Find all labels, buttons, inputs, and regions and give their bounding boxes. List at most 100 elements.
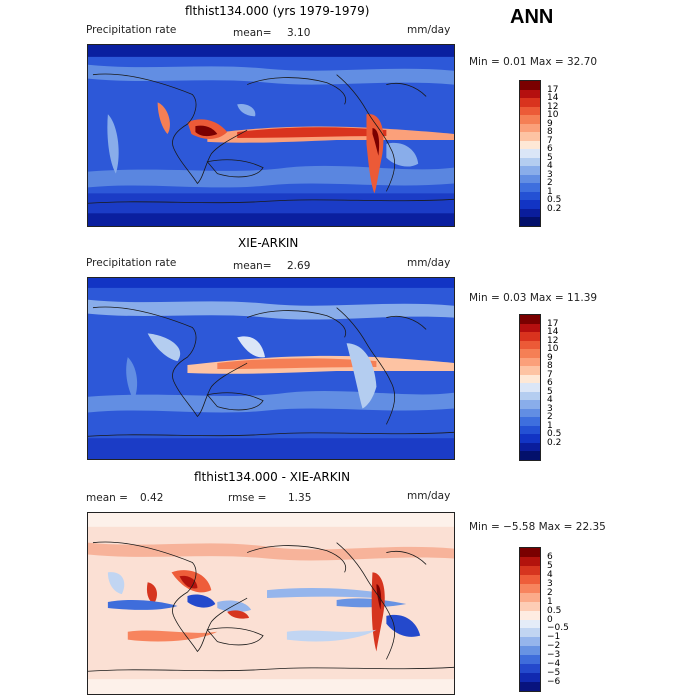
- panel-3-rmse-label: rmse =: [228, 492, 267, 504]
- colorbar-tick-label: 2: [547, 412, 553, 423]
- colorbar-swatch: [520, 425, 540, 435]
- panel-2-units: mm/day: [407, 257, 451, 269]
- panel-2-title: XIE-ARKIN: [238, 236, 299, 250]
- panel-1-mean-value: 3.10: [287, 27, 311, 39]
- colorbar-swatch: [520, 149, 540, 158]
- colorbar-swatch: [520, 157, 540, 167]
- colorbar-swatch: [520, 682, 540, 691]
- colorbar-swatch: [520, 115, 540, 124]
- colorbar-tick-label: 0.5: [547, 429, 562, 440]
- panel-2-min-max: Min = 0.03 Max = 11.39: [469, 292, 598, 304]
- panel-3-min-max: Min = −5.58 Max = 22.35: [469, 521, 606, 533]
- panel-1-variable: Precipitation rate: [86, 24, 177, 36]
- colorbar-tick-label: 9: [547, 352, 553, 363]
- panel-1-map: [87, 44, 455, 227]
- colorbar-swatch: [520, 434, 540, 443]
- colorbar-swatch: [520, 548, 540, 557]
- colorbar-swatch: [520, 357, 540, 367]
- colorbar-tick-label: 7: [547, 369, 553, 380]
- colorbar-swatch: [520, 451, 540, 460]
- colorbar-swatch: [520, 332, 540, 341]
- colorbar-swatch: [520, 556, 540, 566]
- panel-1-mean-label: mean=: [233, 27, 272, 39]
- colorbar-tick-label: 4: [547, 161, 553, 172]
- colorbar-tick-label: 0.2: [547, 437, 562, 448]
- colorbar-swatch: [520, 217, 540, 226]
- colorbar-tick-label: −4: [547, 659, 561, 670]
- colorbar-swatch: [520, 673, 540, 683]
- colorbar-swatch: [520, 123, 540, 133]
- colorbar-tick-label: 1: [547, 596, 553, 607]
- colorbar-tick-label: 8: [547, 361, 553, 372]
- panel-2-mean-value: 2.69: [287, 260, 311, 272]
- colorbar-tick-label: 5: [547, 386, 553, 397]
- colorbar-tick-label: 14: [547, 93, 559, 104]
- colorbar-tick-label: −0.5: [547, 623, 569, 634]
- colorbar-swatch: [520, 655, 540, 665]
- panel-3-mean-value: 0.42: [140, 492, 164, 504]
- panel-2-map-svg: [88, 278, 454, 459]
- colorbar-swatch: [520, 417, 540, 426]
- colorbar-tick-label: −6: [547, 677, 561, 688]
- colorbar-tick-label: 4: [547, 395, 553, 406]
- colorbar-tick-label: 0.5: [547, 605, 562, 616]
- colorbar-swatch: [520, 619, 540, 629]
- colorbar-swatch: [520, 315, 540, 324]
- colorbar-tick-label: 2: [547, 587, 553, 598]
- colorbar-tick-label: 14: [547, 327, 559, 338]
- colorbar-tick-label: 9: [547, 118, 553, 129]
- panel-3-colorbar: [519, 547, 541, 692]
- colorbar-swatch: [520, 366, 540, 375]
- colorbar-tick-label: 6: [547, 551, 553, 562]
- panel-1-map-svg: [88, 45, 454, 226]
- colorbar-tick-label: 17: [547, 318, 559, 329]
- colorbar-tick-label: 5: [547, 152, 553, 163]
- colorbar-tick-label: 5: [547, 560, 553, 571]
- colorbar-tick-label: 10: [547, 110, 559, 121]
- colorbar-swatch: [520, 592, 540, 602]
- panel-2-map: [87, 277, 455, 460]
- colorbar-swatch: [520, 408, 540, 418]
- colorbar-tick-label: 3: [547, 578, 553, 589]
- colorbar-tick-label: 2: [547, 178, 553, 189]
- panel-1-colorbar: [519, 80, 541, 227]
- colorbar-swatch: [520, 191, 540, 201]
- colorbar-tick-label: 1: [547, 420, 553, 431]
- colorbar-swatch: [520, 208, 540, 218]
- colorbar-tick-label: 7: [547, 135, 553, 146]
- panel-3-rmse-value: 1.35: [288, 492, 312, 504]
- colorbar-tick-label: −1: [547, 632, 561, 643]
- colorbar-tick-label: 3: [547, 169, 553, 180]
- colorbar-swatch: [520, 383, 540, 392]
- colorbar-swatch: [520, 89, 540, 99]
- panel-3-units: mm/day: [407, 490, 451, 502]
- colorbar-swatch: [520, 132, 540, 141]
- colorbar-swatch: [520, 565, 540, 575]
- panel-3-map-svg: [88, 513, 454, 694]
- colorbar-swatch: [520, 637, 540, 647]
- colorbar-tick-label: 8: [547, 127, 553, 138]
- colorbar-tick-label: 10: [547, 344, 559, 355]
- panel-1-units: mm/day: [407, 24, 451, 36]
- panel-1-min-max: Min = 0.01 Max = 32.70: [469, 56, 598, 68]
- colorbar-swatch: [520, 400, 540, 409]
- colorbar-swatch: [520, 200, 540, 209]
- colorbar-tick-label: 3: [547, 403, 553, 414]
- colorbar-swatch: [520, 106, 540, 116]
- panel-2-mean-label: mean=: [233, 260, 272, 272]
- colorbar-tick-label: 6: [547, 378, 553, 389]
- panel-3-title: flthist134.000 - XIE-ARKIN: [194, 470, 351, 484]
- colorbar-swatch: [520, 340, 540, 350]
- colorbar-swatch: [520, 601, 540, 611]
- colorbar-swatch: [520, 664, 540, 674]
- colorbar-swatch: [520, 140, 540, 150]
- colorbar-swatch: [520, 98, 540, 107]
- colorbar-tick-label: 6: [547, 144, 553, 155]
- panel-3-mean-label: mean =: [86, 492, 128, 504]
- panel-3-map: [87, 512, 455, 695]
- colorbar-swatch: [520, 183, 540, 192]
- colorbar-swatch: [520, 583, 540, 593]
- colorbar-swatch: [520, 391, 540, 401]
- colorbar-tick-label: −5: [547, 668, 561, 679]
- colorbar-swatch: [520, 323, 540, 333]
